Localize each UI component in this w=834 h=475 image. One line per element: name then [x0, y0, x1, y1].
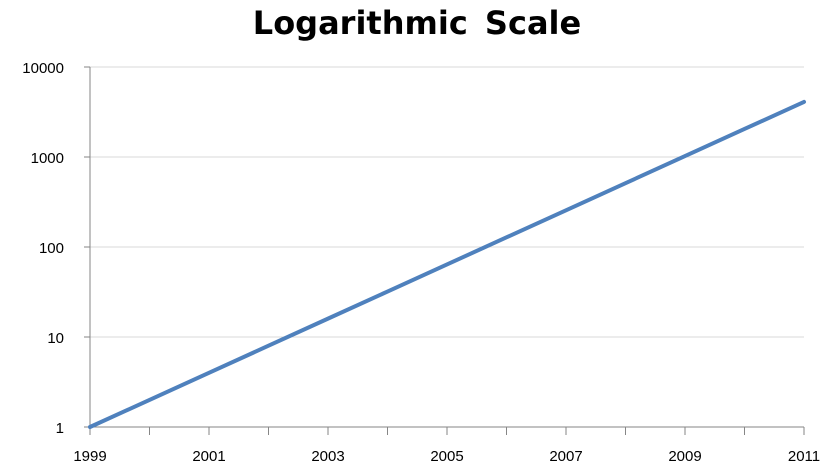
x-tick-label: 2001: [192, 448, 225, 465]
x-tick-label: 1999: [73, 448, 106, 465]
x-tick-label: 2007: [549, 448, 582, 465]
x-tick-label: 2011: [788, 448, 820, 465]
y-tick-label: 10000: [22, 60, 64, 77]
y-tick-label: 10: [47, 330, 64, 347]
y-tick-label: 1000: [31, 150, 64, 167]
y-tick-label: 1: [56, 420, 64, 437]
y-tick-label: 100: [39, 240, 64, 257]
x-tick-label: 2003: [311, 448, 344, 465]
x-tick-label: 2005: [430, 448, 463, 465]
x-tick-label: 2009: [668, 448, 701, 465]
chart-title: Logarithmic Scale: [252, 4, 582, 42]
